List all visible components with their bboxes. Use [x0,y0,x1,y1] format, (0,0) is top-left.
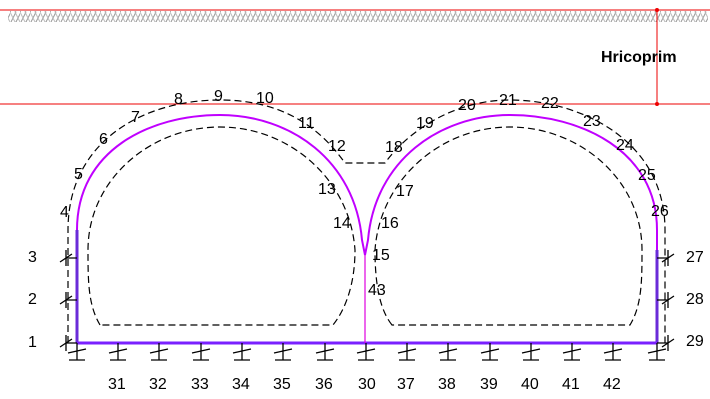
node-label: 43 [368,282,386,299]
dimension-dot [655,8,659,12]
node-label: 8 [174,91,183,108]
support [59,292,77,308]
node-label: 33 [191,376,209,393]
node-label: 12 [328,138,346,155]
node-label: 31 [108,376,126,393]
node-label: 24 [616,137,634,154]
node-label: 30 [358,376,376,393]
node-label: 42 [603,376,621,393]
node-label: 6 [99,131,108,148]
node-label: 1 [28,334,37,351]
support [647,343,667,361]
node-label: 34 [232,376,250,393]
node-label: 5 [74,166,83,183]
node-label: 32 [149,376,167,393]
node-label: 4 [60,204,69,221]
node-label: 27 [686,249,704,266]
support [562,343,582,361]
support [397,343,417,361]
support [67,343,87,361]
node-label: 17 [396,183,414,200]
node-label: 29 [686,333,704,350]
node-label: 9 [214,88,223,105]
node-label: 16 [381,215,399,232]
support [480,343,500,361]
support [657,292,675,308]
node-label: 20 [458,97,476,114]
support [438,343,458,361]
tunnel-outline [75,113,659,345]
ground-hatch [8,11,708,22]
dimension-dot [655,102,659,106]
node-label: 21 [499,92,517,109]
node-label: 41 [562,376,580,393]
support [149,343,169,361]
node-label: 15 [372,247,390,264]
node-label: 11 [298,115,315,132]
support [191,343,211,361]
support [108,343,128,361]
node-label: 3 [28,249,37,266]
support [521,343,541,361]
support [59,335,77,351]
node-label: 38 [438,376,456,393]
node-label: 22 [541,95,559,112]
node-label: 39 [480,376,498,393]
node-label: 26 [651,203,669,220]
support [59,250,77,266]
node-label: 23 [583,113,601,130]
support [657,335,675,351]
node-label: 40 [521,376,539,393]
node-label: 37 [397,376,415,393]
node-label: 28 [686,291,704,308]
node-label: 36 [315,376,333,393]
node-label: 25 [638,167,656,184]
depth-label: Hricoprim [601,49,677,66]
support [273,343,293,361]
node-label: 18 [385,139,403,156]
node-label: 10 [256,90,274,107]
node-label: 19 [416,115,434,132]
support [657,250,675,266]
node-label: 35 [273,376,291,393]
support [315,343,335,361]
lining-dashed [67,99,666,343]
support [356,343,376,361]
node-label: 13 [318,181,336,198]
node-label: 7 [131,109,140,126]
node-label: 2 [28,291,37,308]
support [603,343,623,361]
support [232,343,252,361]
supports [59,250,675,361]
node-label: 14 [333,215,351,232]
